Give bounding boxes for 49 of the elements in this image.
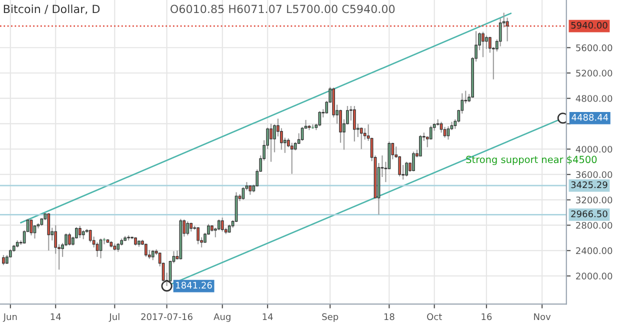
y-tick-label: 2400.00 [576, 247, 612, 254]
candlestick [412, 151, 415, 172]
chart-title: Bitcoin / Dollar, D [4, 4, 100, 14]
x-tick-label: Nov [534, 313, 551, 320]
ref-line-label: 5940.00 [571, 22, 608, 29]
y-tick-label: 3600.00 [576, 171, 612, 178]
candlestick [270, 123, 272, 162]
candlestick [482, 31, 484, 58]
x-tick-label: 14 [262, 313, 273, 320]
y-tick-label: 2800.00 [576, 222, 612, 229]
candlestick [186, 220, 190, 236]
candlestick [151, 249, 154, 261]
x-tick-label: Sep [322, 313, 338, 322]
x-tick-label: 16 [482, 313, 492, 320]
ref-line-label: 3425.29 [571, 181, 608, 188]
candlestick [2, 254, 5, 266]
candlestick [443, 126, 446, 138]
x-tick-label: Aug [214, 313, 230, 322]
ref-line-label: 2966.50 [571, 210, 608, 218]
candlestick [144, 243, 148, 258]
annotation: Strong support near $4500 [466, 156, 597, 166]
y-tick-label: 2000.00 [576, 272, 612, 280]
candlestick [485, 35, 488, 50]
data-label: 4488.44 [572, 114, 608, 121]
candlestick [68, 232, 71, 246]
x-tick-label: Jun [2, 313, 17, 322]
candlestick [353, 105, 356, 142]
y-tick-label: 4800.00 [576, 95, 612, 102]
x-tick-label: Oct [427, 313, 442, 320]
candlestick [220, 217, 224, 232]
candlestick [360, 126, 363, 150]
x-tick-label: 14 [50, 313, 61, 320]
candlestick [440, 121, 443, 134]
candlestick [78, 225, 82, 238]
candlestick [429, 125, 432, 140]
candlestick [196, 226, 200, 245]
y-tick-label: 4000.00 [576, 146, 612, 153]
y-tick-label: 3200.00 [576, 196, 612, 204]
x-tick-label: 18 [384, 313, 394, 320]
candlestick [405, 161, 408, 177]
y-tick-label: 5600.00 [576, 44, 612, 52]
chart-subtitle: O6010.85 H6071.07 L5700.00 C5940.00 [170, 4, 395, 14]
candlestick [47, 212, 50, 252]
x-tick-label: 2017-07-16 [141, 313, 192, 320]
y-tick-label: 5200.00 [576, 70, 612, 77]
candlestick [419, 134, 422, 157]
x-tick-label: Jul [108, 313, 120, 322]
candlestick [290, 142, 294, 174]
data-label: 1841.26 [176, 282, 212, 289]
